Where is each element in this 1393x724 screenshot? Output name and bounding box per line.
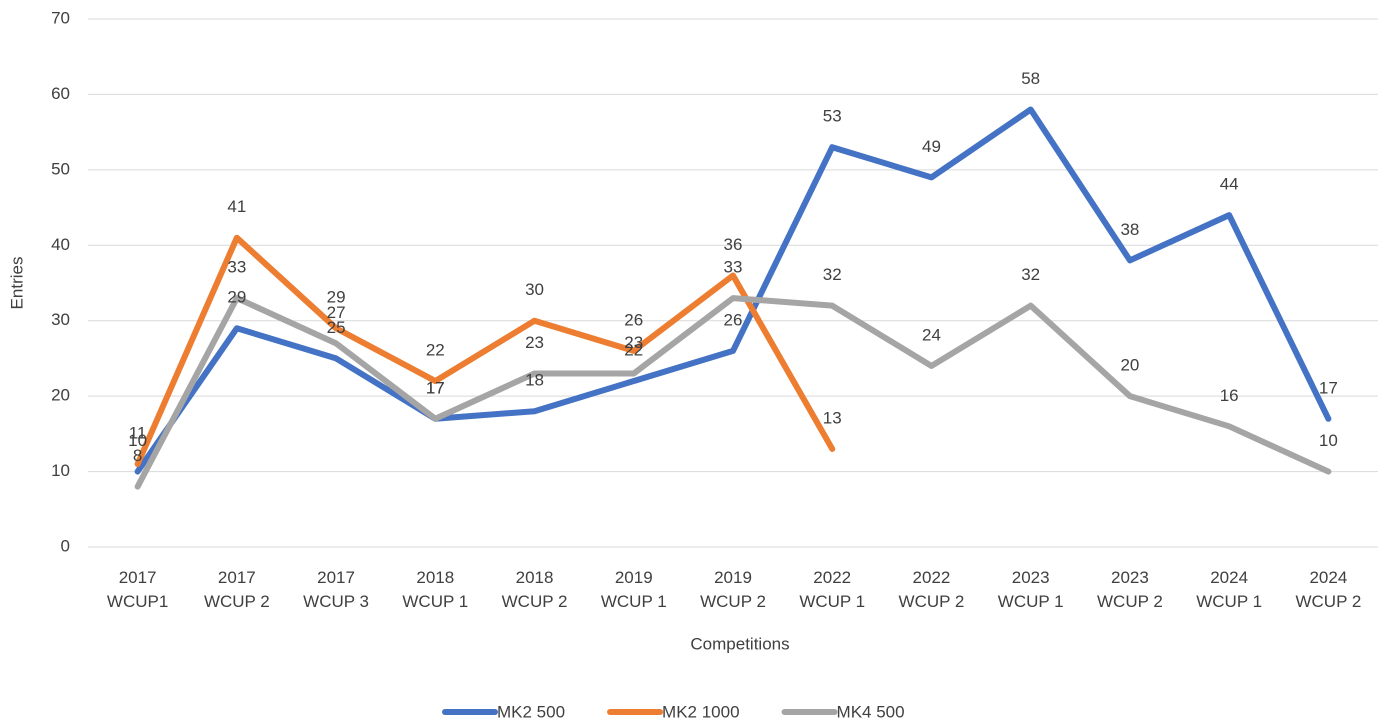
x-tick-label: 2019 WCUP 1	[600, 568, 667, 611]
data-label: 53	[823, 107, 842, 126]
data-label: 32	[1021, 265, 1040, 284]
y-tick-label: 60	[51, 84, 70, 103]
data-label: 18	[525, 371, 544, 390]
x-tick-label: 2019 WCUP 2	[700, 568, 766, 611]
series-line	[134, 106, 1332, 475]
x-tick-label: 2017 WCUP 3	[303, 568, 369, 611]
data-label: 27	[327, 303, 346, 322]
series-line	[134, 295, 1332, 490]
x-tick-label: 2023 WCUP 2	[1097, 568, 1163, 611]
x-tick-label: 2022 WCUP 1	[799, 568, 866, 611]
data-label: 24	[922, 325, 941, 344]
data-label: 22	[624, 341, 643, 360]
y-tick-label: 40	[51, 235, 70, 254]
data-label: 13	[823, 408, 842, 427]
data-label: 10	[128, 431, 147, 450]
legend-label: MK2 500	[497, 702, 565, 721]
y-tick-label: 50	[51, 159, 70, 178]
data-label: 20	[1120, 356, 1139, 375]
data-label: 49	[922, 137, 941, 156]
data-label: 29	[227, 288, 246, 307]
data-label: 41	[227, 197, 246, 216]
data-label: 10	[1319, 431, 1338, 450]
x-tick-label: 2018 WCUP 1	[402, 568, 469, 611]
data-label: 36	[724, 235, 743, 254]
x-axis-title: Competitions	[690, 634, 789, 653]
data-label: 44	[1220, 175, 1239, 194]
x-tick-label: 2024 WCUP 2	[1295, 568, 1362, 611]
x-tick-label: 2023 WCUP 1	[997, 568, 1064, 611]
data-label: 33	[227, 258, 246, 277]
data-label: 58	[1021, 69, 1040, 88]
data-label: 11	[129, 424, 147, 443]
x-tick-label: 2018 WCUP 2	[501, 568, 568, 611]
data-label: 38	[1120, 220, 1139, 239]
data-label: 29	[327, 288, 346, 307]
legend-label: MK2 1000	[662, 702, 740, 721]
y-tick-label: 20	[51, 386, 70, 405]
x-tick-label: 2017 WCUP1	[106, 568, 169, 611]
x-tick-label: 2022 WCUP 2	[898, 568, 965, 611]
data-label: 17	[1319, 378, 1338, 397]
data-label: 30	[525, 280, 544, 299]
data-label: 22	[426, 341, 445, 360]
y-tick-label: 0	[61, 536, 70, 555]
data-label: 33	[724, 258, 743, 277]
series-line	[134, 234, 836, 468]
data-label: 25	[327, 318, 346, 337]
data-label: 26	[724, 310, 743, 329]
legend-label: MK4 500	[837, 702, 905, 721]
data-label: 26	[624, 310, 643, 329]
data-label: 17	[426, 378, 445, 397]
data-label: 8	[133, 446, 142, 465]
y-axis-title: Entries	[7, 257, 26, 310]
data-label: 32	[823, 265, 842, 284]
x-tick-label: 2024 WCUP 1	[1196, 568, 1263, 611]
data-label: 16	[1220, 386, 1239, 405]
y-tick-label: 70	[51, 8, 70, 27]
x-tick-label: 2017 WCUP 2	[203, 568, 270, 611]
y-tick-label: 10	[51, 461, 70, 480]
data-label: 23	[525, 333, 544, 352]
data-label: 23	[624, 333, 643, 352]
y-tick-label: 30	[51, 310, 70, 329]
data-label: 17	[426, 378, 445, 397]
